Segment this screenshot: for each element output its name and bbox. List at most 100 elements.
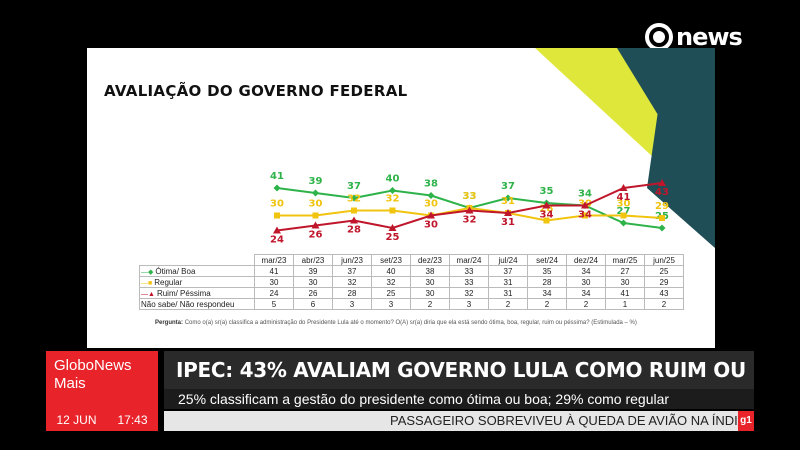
table-cell: 34: [527, 287, 567, 299]
table-cell: 33: [449, 265, 489, 277]
question-text: Como o(a) sr(a) classifica a administraç…: [184, 320, 637, 326]
table-cell: 30: [566, 276, 606, 288]
data-label: 30: [309, 199, 323, 210]
table-cell: 39: [293, 265, 333, 277]
table-row: —▲ Ruim/ Péssima 24 26 28 25 30 32 31 34 34 41 43: [139, 287, 684, 299]
data-point: [658, 224, 666, 232]
data-point: [389, 187, 396, 194]
table-cell: 32: [332, 276, 372, 288]
data-table: mar/23 abr/23 jun/23 set/23 dez/23 mar/24 jul/…: [139, 254, 684, 310]
table-cell: 2: [566, 298, 606, 310]
table-row-label: —◆ Ótima/ Boa: [139, 265, 255, 277]
data-label: 30: [617, 199, 631, 210]
table-cell: 6: [293, 298, 333, 310]
question-label: Pergunta:: [155, 320, 184, 326]
table-row: Não sabe/ Não respondeu 5 6 3 3 2 3 2 2 2 1 2: [139, 298, 684, 310]
data-point: [312, 189, 319, 197]
row-label-text: Não sabe/ Não respondeu: [141, 299, 235, 309]
table-cell: 2: [488, 298, 528, 310]
row-label-text: Ótima/ Boa: [155, 266, 196, 276]
data-point: [542, 201, 551, 209]
chart-title: AVALIAÇÃO DO GOVERNO FEDERAL: [104, 82, 408, 100]
data-point: [388, 224, 397, 231]
line-chart: 4139374038333735342725303032323033312830…: [270, 171, 669, 246]
data-point: [274, 212, 280, 219]
data-point: [504, 194, 512, 202]
data-label: 37: [501, 181, 515, 192]
data-label: 30: [424, 199, 438, 210]
data-point: [582, 212, 588, 219]
data-point: [658, 179, 666, 186]
data-label: 26: [309, 230, 323, 241]
table-cell: 2: [527, 298, 567, 310]
legend-marker-icon: —■: [141, 279, 153, 287]
headline: IPEC: 43% AVALIAM GOVERNO LULA COMO RUIM…: [164, 351, 754, 389]
data-point: [620, 212, 627, 219]
data-label: 31: [501, 217, 515, 228]
data-label: 34: [540, 210, 554, 221]
data-point: [620, 219, 627, 227]
table-col-header: jun/25: [644, 254, 684, 266]
table-corner: [139, 254, 255, 266]
table-col-header: dez/23: [410, 254, 450, 266]
table-row: —■ Regular 30 30 32 32 30 33 31 28 30 30 29: [139, 276, 684, 288]
table-cell: 37: [488, 265, 528, 277]
table-col-header: dez/24: [566, 254, 606, 266]
data-point: [350, 194, 358, 202]
data-label: 30: [424, 220, 438, 231]
table-cell: 2: [644, 298, 684, 310]
table-row-label: Não sabe/ Não respondeu: [139, 298, 255, 310]
table-cell: 43: [644, 287, 684, 299]
data-label: 32: [463, 215, 477, 226]
data-point: [273, 184, 281, 192]
table-col-header: set/23: [371, 254, 411, 266]
data-point: [312, 212, 319, 219]
table-cell: 34: [566, 287, 606, 299]
data-point: [619, 184, 628, 191]
data-point: [311, 221, 320, 229]
table-cell: 30: [605, 276, 645, 288]
subheadline: 25% classificam a gestão do presidente c…: [164, 389, 754, 409]
data-label: 31: [501, 196, 515, 207]
time-text: 17:43: [117, 413, 148, 427]
table-col-header: abr/23: [293, 254, 333, 266]
data-label: 28: [347, 225, 361, 236]
data-label: 27: [617, 206, 631, 217]
table-cell: 31: [488, 276, 528, 288]
brand-box: GloboNews Mais: [46, 351, 158, 409]
table-cell: 30: [410, 287, 450, 299]
data-label: 37: [347, 181, 361, 192]
row-label-text: Ruim/ Péssima: [156, 288, 211, 298]
table-cell: 41: [605, 287, 645, 299]
data-point: [581, 201, 589, 209]
table-body: —◆ Ótima/ Boa 41 39 37 40 38 33 37 35 34 27 25 —■ Regu…: [139, 265, 684, 310]
date-bar: 12 JUN 17:43: [46, 409, 158, 431]
data-label: 35: [540, 186, 554, 197]
table-row-label: —▲ Ruim/ Péssima: [139, 287, 255, 299]
question-note: Pergunta: Como o(a) sr(a) classifica a a…: [155, 320, 637, 326]
news-ticker: PASSAGEIRO SOBREVIVEU À QUEDA DE AVIÃO N…: [164, 411, 738, 431]
data-point: [504, 209, 512, 216]
data-label: 43: [655, 187, 669, 198]
data-label: 33: [463, 191, 477, 202]
table-cell: 30: [410, 276, 450, 288]
table-cell: 26: [293, 287, 333, 299]
data-label: 29: [655, 201, 669, 212]
logo-text: news: [676, 23, 743, 51]
table-col-header: set/24: [527, 254, 567, 266]
table-cell: 33: [449, 276, 489, 288]
data-label: 34: [578, 189, 592, 200]
g1-badge: g1: [738, 411, 754, 431]
table-col-header: jun/23: [332, 254, 372, 266]
table-cell: 25: [644, 265, 684, 277]
data-point: [465, 206, 474, 214]
data-label: 32: [347, 194, 361, 205]
data-label: 38: [424, 179, 438, 190]
data-label: 34: [578, 210, 592, 221]
data-point: [659, 215, 665, 221]
table-cell: 31: [488, 287, 528, 299]
table-cell: 37: [332, 265, 372, 277]
table-cell: 34: [566, 265, 606, 277]
data-point: [389, 207, 396, 214]
table-cell: 30: [254, 276, 294, 288]
